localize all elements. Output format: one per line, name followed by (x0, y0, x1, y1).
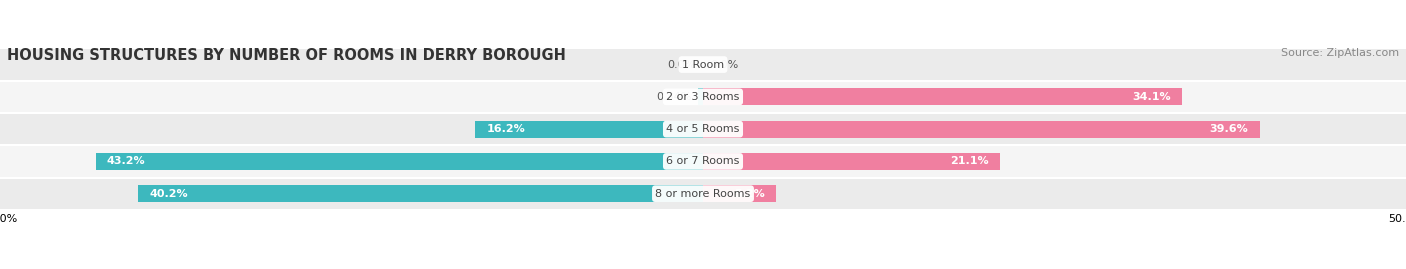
Bar (475, 121, 703, 137)
Text: HOUSING STRUCTURES BY NUMBER OF ROOMS IN DERRY BOROUGH: HOUSING STRUCTURES BY NUMBER OF ROOMS IN… (7, 48, 565, 63)
Text: 34.1%: 34.1% (1133, 92, 1171, 102)
Text: 2 or 3 Rooms: 2 or 3 Rooms (666, 92, 740, 102)
Text: 4 or 5 Rooms: 4 or 5 Rooms (666, 124, 740, 134)
Text: 8 or more Rooms: 8 or more Rooms (655, 189, 751, 199)
Bar (0, 145, 1406, 178)
Bar (703, 89, 1182, 105)
Bar (138, 185, 703, 202)
Text: Source: ZipAtlas.com: Source: ZipAtlas.com (1281, 48, 1399, 58)
Text: 0.34%: 0.34% (655, 92, 692, 102)
Text: 43.2%: 43.2% (107, 156, 145, 167)
Bar (703, 185, 776, 202)
Bar (0, 113, 1406, 145)
Bar (96, 153, 703, 170)
Text: 5.2%: 5.2% (734, 189, 765, 199)
Bar (703, 121, 1260, 137)
Text: 39.6%: 39.6% (1209, 124, 1249, 134)
Text: 1 Room: 1 Room (682, 59, 724, 70)
Text: 16.2%: 16.2% (486, 124, 526, 134)
Bar (699, 89, 703, 105)
Bar (0, 81, 1406, 113)
Text: 21.1%: 21.1% (950, 156, 988, 167)
Legend: Owner-occupied, Renter-occupied: Owner-occupied, Renter-occupied (562, 264, 844, 269)
Bar (0, 48, 1406, 81)
Text: 6 or 7 Rooms: 6 or 7 Rooms (666, 156, 740, 167)
Text: 40.2%: 40.2% (149, 189, 187, 199)
Bar (0, 178, 1406, 210)
Bar (703, 153, 1000, 170)
Text: 0.0%: 0.0% (710, 59, 738, 70)
Text: 0.0%: 0.0% (668, 59, 696, 70)
